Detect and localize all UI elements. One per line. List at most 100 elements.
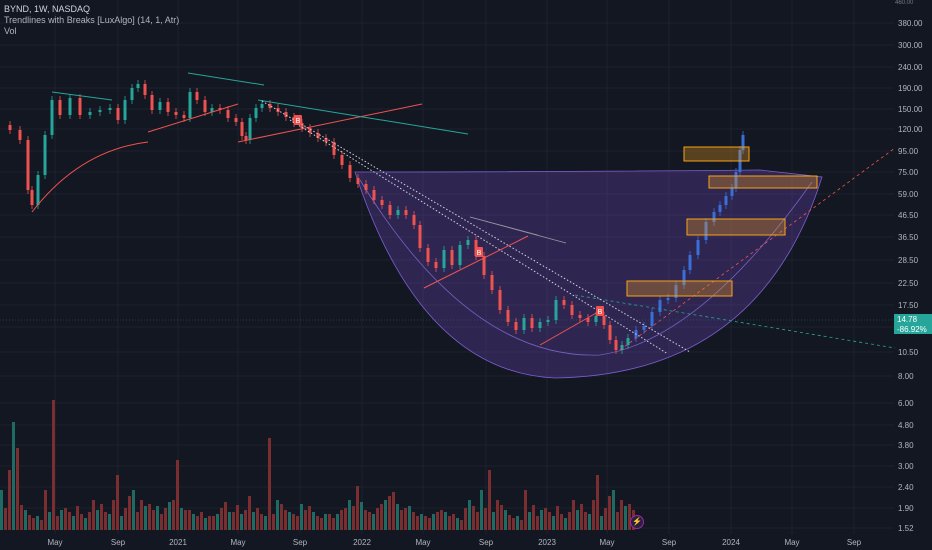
volume-bar: [16, 448, 19, 530]
volume-bar: [296, 516, 299, 530]
y-tick-label: 2.40: [898, 483, 914, 492]
y-tick-label: 3.00: [898, 462, 914, 471]
volume-bar: [452, 514, 455, 530]
candle: [498, 290, 502, 310]
volume-bar: [604, 508, 607, 530]
volume-bar: [592, 500, 595, 530]
volume-bar: [124, 508, 127, 530]
candle: [58, 100, 62, 115]
volume-bar: [136, 512, 139, 530]
candle: [450, 250, 454, 265]
volume-bar: [84, 518, 87, 530]
volume-bar: [588, 514, 591, 530]
candle: [466, 240, 470, 245]
candle: [98, 110, 102, 112]
candle: [741, 135, 745, 150]
candle: [522, 318, 526, 330]
breakout-marker: B: [596, 306, 604, 316]
symbol-title[interactable]: BYND, 1W, NASDAQ: [4, 4, 91, 14]
volume-bar: [372, 514, 375, 530]
volume-bar: [152, 510, 155, 530]
volume-bar: [624, 506, 627, 530]
candle: [8, 125, 12, 130]
volume-title[interactable]: Vol: [4, 26, 17, 36]
candle: [442, 250, 446, 268]
x-tick-label: May: [415, 538, 430, 547]
y-tick-label: 17.50: [898, 301, 919, 310]
volume-bar: [316, 516, 319, 530]
volume-bar: [108, 514, 111, 530]
volume-bar: [64, 508, 67, 530]
volume-bar: [112, 500, 115, 530]
volume-bar: [476, 512, 479, 530]
resistance-box: [686, 218, 786, 236]
volume-bar: [396, 504, 399, 530]
y-tick-label: 10.50: [898, 348, 919, 357]
volume-bar: [500, 505, 503, 530]
resistance-line: [187, 72, 265, 86]
volume-bar: [524, 490, 527, 530]
candle: [396, 210, 400, 215]
candle: [300, 123, 304, 128]
volume-bar: [320, 518, 323, 530]
y-tick-label: 300.00: [898, 41, 923, 50]
current-price-value: 14.78: [897, 315, 918, 324]
volume-bar: [360, 502, 363, 530]
volume-bar: [32, 518, 35, 530]
x-tick-label: May: [599, 538, 614, 547]
y-tick-label: 1.90: [898, 504, 914, 513]
volume-bar: [464, 508, 467, 530]
volume-bar: [548, 512, 551, 530]
candle: [174, 112, 178, 115]
volume-bar: [392, 492, 395, 530]
volume-bar: [520, 520, 523, 530]
volume-bar: [492, 512, 495, 530]
volume-bar: [28, 515, 31, 530]
volume-bar: [384, 500, 387, 530]
candle: [188, 92, 192, 118]
volume-bar: [72, 516, 75, 530]
volume-bar: [340, 510, 343, 530]
resistance-box: [626, 280, 733, 297]
volume-bar: [8, 470, 11, 530]
volume-bar: [292, 514, 295, 530]
volume-bar: [184, 510, 187, 530]
volume-bar: [532, 505, 535, 530]
volume-bar: [444, 512, 447, 530]
volume-bar: [92, 500, 95, 530]
candle: [530, 318, 534, 328]
lightning-icon[interactable]: ⚡: [630, 515, 644, 529]
volume-bar: [40, 520, 43, 530]
candle: [116, 108, 120, 120]
candle: [36, 175, 40, 205]
volume-bar: [484, 508, 487, 530]
resistance-line: [257, 99, 469, 135]
volume-bar: [488, 470, 491, 530]
volume-bar: [144, 506, 147, 530]
x-tick-label: Sep: [847, 538, 862, 547]
y-tick-label: 120.00: [898, 125, 923, 134]
candle: [626, 338, 630, 345]
volume-bar: [508, 515, 511, 530]
candle: [244, 136, 248, 140]
candle: [130, 88, 134, 100]
volume-series: [0, 400, 635, 530]
volume-bar: [432, 514, 435, 530]
candle: [88, 112, 92, 115]
svg-text:B: B: [598, 309, 603, 316]
volume-bar: [352, 506, 355, 530]
volume-bar: [504, 510, 507, 530]
y-tick-label: 380.00: [898, 19, 923, 28]
candle: [538, 322, 542, 328]
volume-bar: [156, 506, 159, 530]
volume-bar: [76, 506, 79, 530]
volume-bar: [480, 490, 483, 530]
indicator-title[interactable]: Trendlines with Breaks [LuxAlgo] (14, 1,…: [4, 15, 180, 25]
volume-bar: [356, 486, 359, 530]
volume-bar: [516, 516, 519, 530]
resistance-box: [708, 175, 818, 189]
candle: [372, 190, 376, 200]
x-tick-label: May: [230, 538, 245, 547]
volume-bar: [460, 520, 463, 530]
